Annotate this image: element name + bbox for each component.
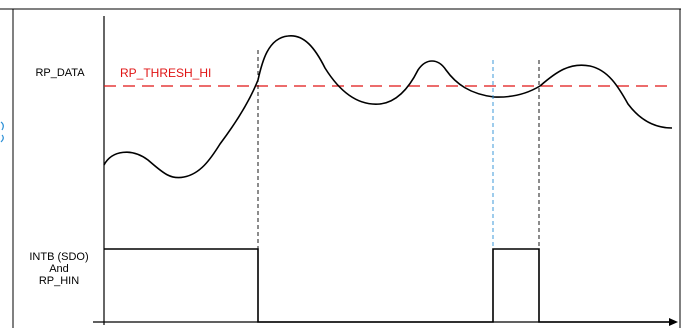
rp-data-waveform [103,35,673,179]
intb-label: INTB (SDO) And RP_HIN [16,251,102,287]
intb-waveform [104,248,672,323]
intb-label-line2: And [49,263,69,275]
threshold-label: RP_THRESH_HI [120,66,212,80]
time-axis-arrow [669,318,678,326]
intb-label-line1: INTB (SDO) [29,251,89,263]
rp-data-label: RP_DATA [35,67,85,79]
left-edge-mark [0,121,4,143]
intb-label-line3: RP_HIN [38,275,80,287]
